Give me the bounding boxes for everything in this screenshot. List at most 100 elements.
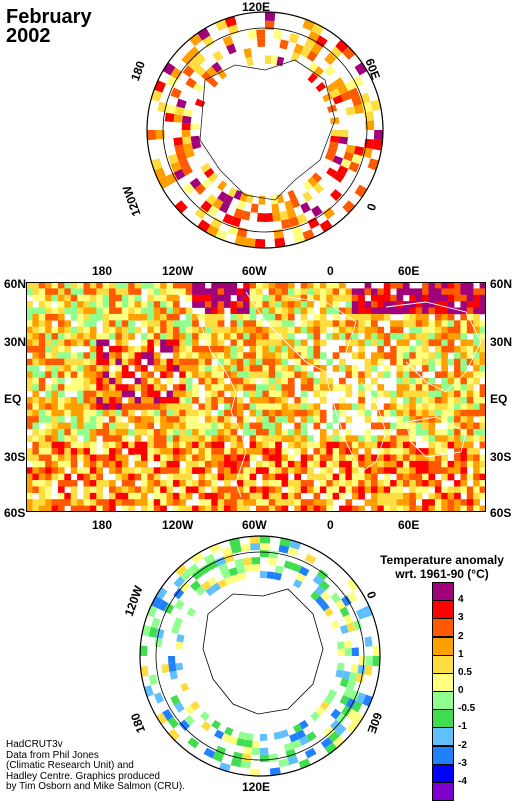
grid-cell — [415, 377, 423, 385]
grid-cell — [313, 454, 321, 462]
grid-cell — [96, 428, 103, 436]
grid-cell — [204, 365, 212, 372]
grid-cell — [192, 352, 199, 359]
grid-cell — [141, 384, 148, 391]
grid-cell — [64, 480, 72, 487]
grid-cell — [415, 492, 423, 500]
grid-cell — [473, 435, 480, 443]
grid-cell — [281, 467, 289, 474]
grid-cell — [236, 200, 246, 211]
grid-cell — [313, 473, 321, 481]
grid-cell — [153, 288, 161, 296]
grid-cell — [390, 480, 397, 487]
grid-cell — [275, 326, 282, 334]
grid-cell — [358, 301, 365, 308]
grid-cell — [287, 428, 295, 436]
grid-cell — [236, 409, 244, 417]
grid-cell — [319, 428, 327, 436]
grid-cell — [115, 448, 123, 455]
grid-cell — [51, 288, 59, 296]
grid-cell — [38, 505, 46, 512]
grid-cell — [83, 480, 91, 487]
grid-cell — [217, 428, 225, 436]
grid-cell — [102, 377, 110, 385]
grid-cell — [396, 288, 404, 296]
grid-cell — [172, 422, 180, 430]
grid-cell — [151, 596, 163, 609]
grid-cell — [166, 377, 174, 385]
grid-cell — [428, 435, 436, 443]
grid-cell — [77, 333, 84, 340]
grid-cell — [230, 345, 238, 353]
grid-cell — [268, 313, 276, 321]
grid-cell — [185, 358, 193, 366]
world-left-lat-30n: 30N — [4, 335, 27, 349]
grid-cell — [428, 333, 436, 340]
grid-cell — [274, 565, 284, 574]
grid-cell — [279, 39, 289, 50]
grid-cell — [415, 409, 423, 417]
grid-cell — [304, 747, 317, 759]
grid-cell — [294, 486, 302, 494]
grid-cell — [96, 454, 103, 462]
grid-cell — [447, 486, 455, 494]
grid-cell — [409, 390, 417, 398]
grid-cell — [185, 377, 193, 385]
grid-cell — [377, 492, 385, 500]
grid-cell — [434, 320, 442, 328]
grid-cell — [422, 282, 429, 289]
grid-cell — [230, 505, 238, 512]
grid-cell — [345, 106, 356, 116]
grid-cell — [243, 288, 250, 296]
grid-cell — [219, 202, 230, 214]
grid-cell — [102, 454, 110, 462]
grid-cell — [38, 499, 46, 506]
grid-cell — [351, 435, 359, 443]
grid-cell — [172, 358, 180, 366]
grid-cell — [166, 422, 174, 430]
grid-cell — [377, 352, 385, 359]
grid-cell — [332, 307, 340, 315]
grid-cell — [283, 560, 294, 570]
grid-cell — [57, 409, 65, 417]
grid-cell — [402, 492, 410, 500]
grid-cell — [434, 384, 442, 391]
grid-cell — [383, 294, 391, 302]
grid-cell — [245, 56, 254, 67]
grid-cell — [32, 313, 40, 321]
grid-cell — [422, 480, 429, 487]
grid-cell — [377, 339, 385, 347]
grid-cell — [268, 371, 276, 379]
grid-cell — [45, 448, 52, 455]
grid-cell — [466, 345, 474, 353]
world-right-lat-60n: 60N — [490, 277, 512, 291]
grid-cell — [236, 480, 244, 487]
grid-cell — [345, 294, 353, 302]
grid-cell — [315, 706, 326, 717]
grid-cell — [300, 326, 308, 334]
grid-cell — [409, 320, 417, 328]
grid-cell — [198, 460, 206, 468]
grid-cell — [289, 733, 299, 743]
grid-cell — [262, 371, 270, 379]
grid-cell — [330, 592, 342, 604]
grid-cell — [204, 320, 212, 328]
grid-cell — [57, 505, 65, 512]
grid-cell — [77, 288, 84, 296]
grid-cell — [428, 499, 436, 506]
grid-cell — [179, 492, 187, 500]
grid-cell — [243, 371, 250, 379]
grid-cell — [447, 397, 455, 404]
grid-cell — [109, 358, 116, 366]
grid-cell — [109, 422, 116, 430]
grid-cell — [409, 428, 417, 436]
grid-cell — [243, 403, 250, 411]
grid-cell — [217, 460, 225, 468]
grid-cell — [83, 282, 91, 289]
grid-cell — [300, 460, 308, 468]
grid-cell — [371, 333, 378, 340]
grid-cell — [396, 416, 404, 423]
grid-cell — [57, 441, 65, 449]
grid-cell — [377, 333, 385, 340]
grid-cell — [121, 403, 129, 411]
